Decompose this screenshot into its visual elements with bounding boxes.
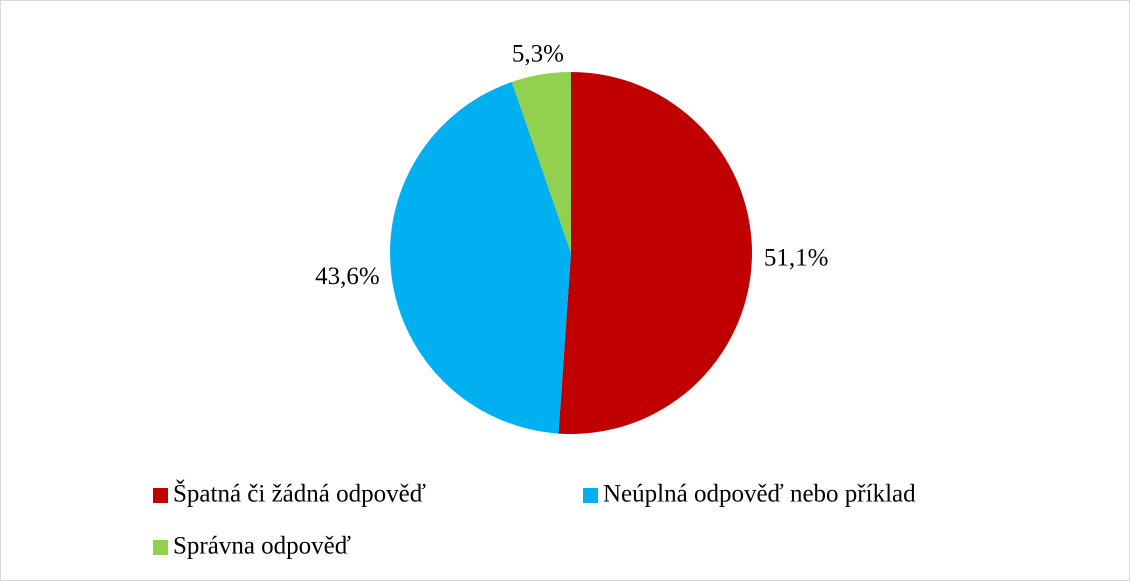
legend-swatch [583, 488, 598, 503]
legend-swatch [153, 488, 168, 503]
data-label: 51,1% [764, 244, 829, 271]
data-label: 5,3% [512, 41, 564, 68]
pie-slice [389, 81, 571, 434]
pie-slice [511, 72, 571, 253]
data-label: 43,6% [315, 263, 380, 290]
legend-label: Špatná či žádná odpověď [173, 479, 426, 508]
legend-label: Správna odpověď [173, 533, 351, 560]
legend-swatch [153, 540, 168, 555]
legend-label: Neúplná odpověď nebo příklad [603, 481, 916, 508]
pie-slice [558, 72, 752, 434]
